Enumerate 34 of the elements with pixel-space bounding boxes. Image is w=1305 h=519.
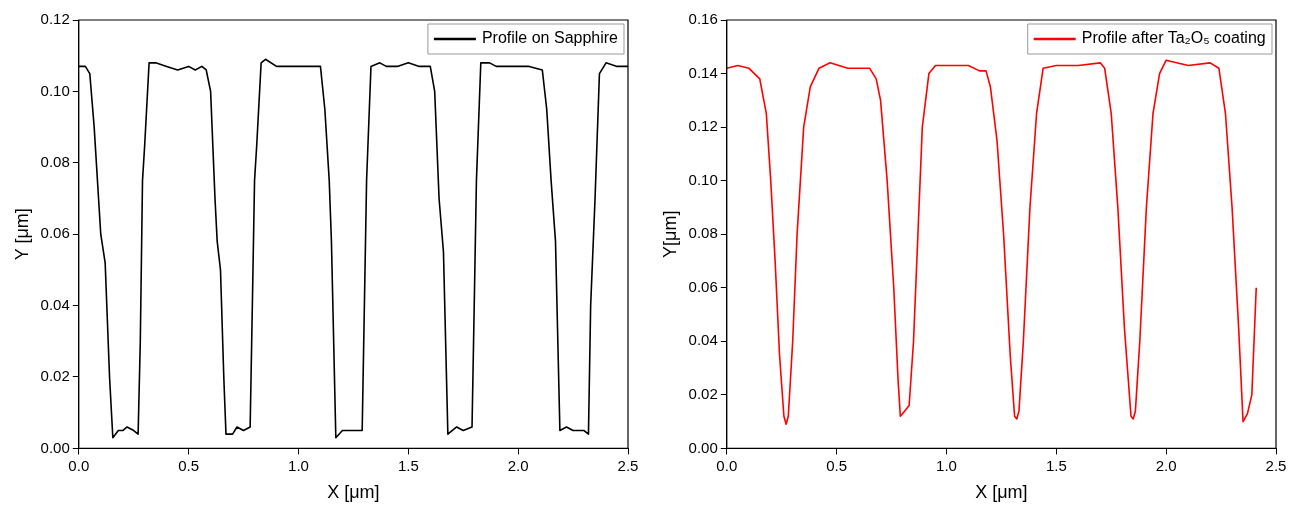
x-tick-label: 1.0 bbox=[288, 456, 309, 474]
x-tick-label: 2.5 bbox=[1265, 456, 1287, 474]
x-tick-label: 1.0 bbox=[936, 456, 957, 474]
x-axis-title: X [μm] bbox=[975, 482, 1028, 503]
x-tick-label: 0.0 bbox=[68, 456, 90, 474]
x-tick-label: 2.0 bbox=[507, 456, 529, 474]
y-tick-label: 0.00 bbox=[40, 438, 70, 456]
y-tick-label: 0.12 bbox=[688, 117, 718, 135]
x-tick-label: 0.0 bbox=[716, 456, 738, 474]
legend-label: Profile after Ta₂O₅ coating bbox=[1081, 29, 1266, 47]
x-tick-label: 2.5 bbox=[617, 456, 639, 474]
y-tick-label: 0.12 bbox=[40, 10, 70, 28]
y-axis-title: Y [μm] bbox=[11, 208, 32, 261]
x-axis-title: X [μm] bbox=[327, 482, 380, 503]
y-tick-label: 0.08 bbox=[40, 152, 70, 170]
x-tick-label: 0.5 bbox=[826, 456, 848, 474]
x-tick-label: 1.5 bbox=[397, 456, 419, 474]
x-tick-label: 1.5 bbox=[1045, 456, 1067, 474]
x-tick-label: 0.5 bbox=[178, 456, 200, 474]
y-tick-label: 0.04 bbox=[688, 331, 718, 349]
y-tick-label: 0.00 bbox=[688, 438, 718, 456]
y-tick-label: 0.08 bbox=[688, 224, 718, 242]
y-tick-label: 0.10 bbox=[40, 81, 70, 99]
y-tick-label: 0.06 bbox=[688, 277, 718, 295]
y-tick-label: 0.02 bbox=[688, 384, 718, 402]
legend-label: Profile on Sapphire bbox=[481, 29, 619, 47]
y-tick-label: 0.16 bbox=[688, 10, 718, 28]
y-tick-label: 0.10 bbox=[688, 170, 718, 188]
y-tick-label: 0.14 bbox=[688, 63, 718, 81]
y-tick-label: 0.06 bbox=[40, 224, 70, 242]
y-tick-label: 0.04 bbox=[40, 295, 70, 313]
x-tick-label: 2.0 bbox=[1155, 456, 1177, 474]
y-axis-title: Y[μm] bbox=[659, 210, 680, 258]
y-tick-label: 0.02 bbox=[40, 367, 70, 385]
